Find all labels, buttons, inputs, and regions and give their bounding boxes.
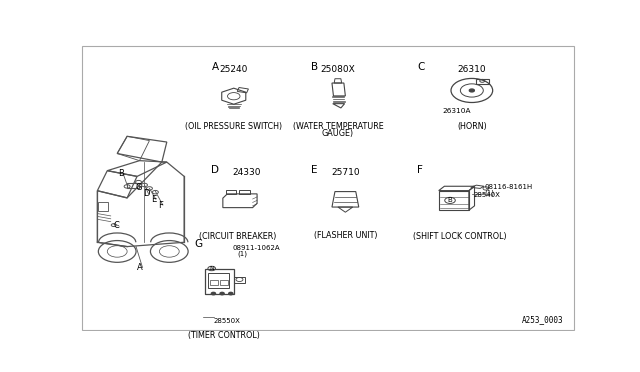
Text: 25080X: 25080X [321,65,355,74]
Text: (1): (1) [484,189,494,196]
Circle shape [469,89,474,92]
Bar [476,79,488,84]
Text: C: C [417,62,425,72]
Text: 25240: 25240 [220,65,248,74]
Bar [210,279,218,285]
Bar [438,190,469,210]
Circle shape [152,190,158,194]
Circle shape [111,224,116,227]
Text: C: C [113,221,119,230]
Text: GAUGE): GAUGE) [322,129,354,138]
Text: 26310A: 26310A [442,108,470,114]
Text: (CIRCUIT BREAKER): (CIRCUIT BREAKER) [199,232,276,241]
Circle shape [228,292,233,295]
Circle shape [147,187,152,190]
Circle shape [136,180,141,184]
Bar [205,269,234,294]
Bar [234,276,244,282]
Bar [98,202,108,211]
Text: D: D [211,165,220,175]
Text: B: B [310,62,318,72]
Text: 28540X: 28540X [474,192,500,198]
Text: N: N [209,266,214,271]
Bar [237,87,248,93]
Text: (WATER TEMPERATURE: (WATER TEMPERATURE [292,122,383,131]
Bar [127,183,139,189]
Text: A253_0003: A253_0003 [522,315,564,324]
Text: 26310: 26310 [458,65,486,74]
Bar [208,273,229,288]
Bar [239,190,250,194]
Text: 25710: 25710 [331,168,360,177]
Circle shape [211,292,216,295]
Text: 28550X: 28550X [214,318,241,324]
Circle shape [220,292,224,295]
Text: E: E [151,195,156,204]
Text: D: D [143,189,149,198]
Circle shape [124,185,130,188]
Text: B: B [447,198,452,203]
Text: (TIMER CONTROL): (TIMER CONTROL) [188,331,260,340]
Text: F: F [417,165,423,175]
Text: E: E [310,165,317,175]
Text: 08911-1062A: 08911-1062A [233,245,280,251]
Text: A: A [211,62,219,72]
Circle shape [141,183,147,187]
Text: A: A [137,263,143,272]
Bar [226,190,236,194]
Text: (SHIFT LOCK CONTROL): (SHIFT LOCK CONTROL) [413,232,506,241]
Text: B: B [118,169,124,178]
Text: 24330: 24330 [232,168,260,177]
Text: (1): (1) [237,251,248,257]
Text: (FLASHER UNIT): (FLASHER UNIT) [314,231,377,240]
Text: G: G [135,183,142,192]
Bar [220,279,228,285]
Text: F: F [158,201,163,209]
Text: (OIL PRESSURE SWITCH): (OIL PRESSURE SWITCH) [185,122,282,131]
Text: G: G [194,240,202,249]
Text: (HORN): (HORN) [457,122,486,131]
Text: 08116-8161H: 08116-8161H [484,183,532,190]
